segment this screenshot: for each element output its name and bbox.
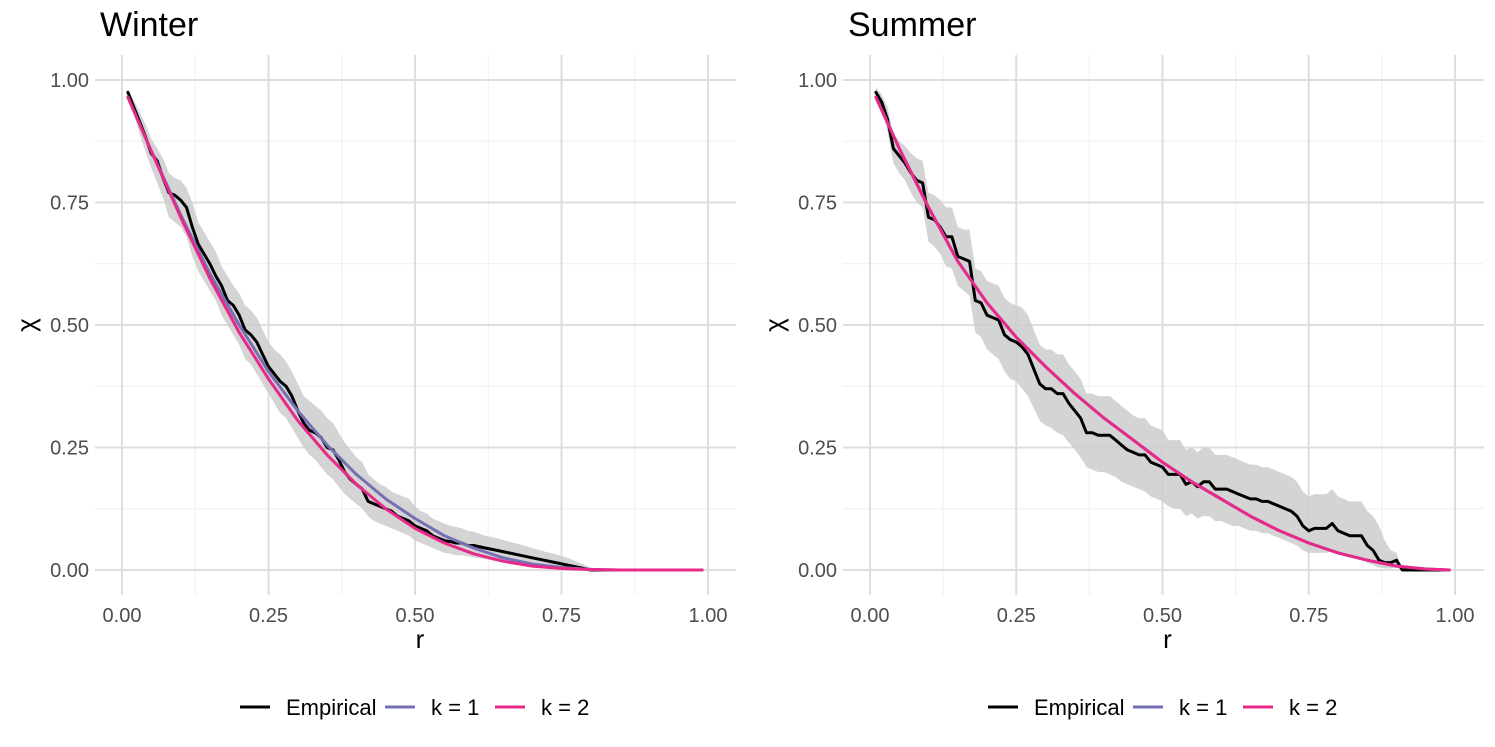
x-tick-label: 1.00 xyxy=(689,605,728,627)
legend-label: k = 2 xyxy=(541,695,589,720)
panel-title: Winter xyxy=(100,6,198,44)
legend-label: k = 1 xyxy=(1179,695,1227,720)
y-axis-title: χ xyxy=(759,318,789,332)
y-tick-label: 0.00 xyxy=(50,560,89,582)
panel-title: Summer xyxy=(848,6,976,44)
legend-label: k = 1 xyxy=(431,695,479,720)
x-tick-label: 0.75 xyxy=(542,605,581,627)
y-tick-label: 0.00 xyxy=(798,560,837,582)
y-tick-label: 0.50 xyxy=(50,315,89,337)
y-tick-label: 0.75 xyxy=(798,193,837,215)
legend: Empirical k = 1 k = 2 xyxy=(988,695,1337,720)
legend: Empirical k = 1 k = 2 xyxy=(240,695,589,720)
legend-label: k = 2 xyxy=(1289,695,1337,720)
panel-winter: 0.00 0.25 0.50 0.75 1.00 0.00 0.25 0.50 0.75 1.00… xyxy=(11,6,736,720)
panel-summer: 0.00 0.25 0.50 0.75 1.00 0.00 0.25 0.50 0.75 1.00… xyxy=(759,6,1484,720)
x-tick-label: 0.50 xyxy=(1143,605,1182,627)
y-tick-label: 0.25 xyxy=(50,438,89,460)
y-tick-label: 1.00 xyxy=(50,70,89,92)
legend-label: Empirical xyxy=(1034,695,1124,720)
x-tick-label: 0.00 xyxy=(851,605,890,627)
confidence-band xyxy=(875,87,1450,571)
x-tick-label: 0.25 xyxy=(997,605,1036,627)
x-tick-label: 1.00 xyxy=(1436,605,1475,627)
x-tick-label: 0.00 xyxy=(103,605,142,627)
y-tick-label: 1.00 xyxy=(798,70,837,92)
y-axis-title: χ xyxy=(11,318,41,332)
y-tick-label: 0.75 xyxy=(50,193,89,215)
series-line-k2 xyxy=(126,95,704,572)
x-tick-label: 0.75 xyxy=(1289,605,1328,627)
x-tick-label: 0.25 xyxy=(249,605,288,627)
series-line-k2 xyxy=(874,95,1451,572)
legend-label: Empirical xyxy=(286,695,376,720)
x-tick-label: 0.50 xyxy=(396,605,435,627)
series-line-empirical xyxy=(874,90,1451,572)
x-axis-title: r xyxy=(416,624,425,654)
y-tick-label: 0.50 xyxy=(798,315,837,337)
x-axis-title: r xyxy=(1163,624,1172,654)
y-tick-label: 0.25 xyxy=(798,438,837,460)
